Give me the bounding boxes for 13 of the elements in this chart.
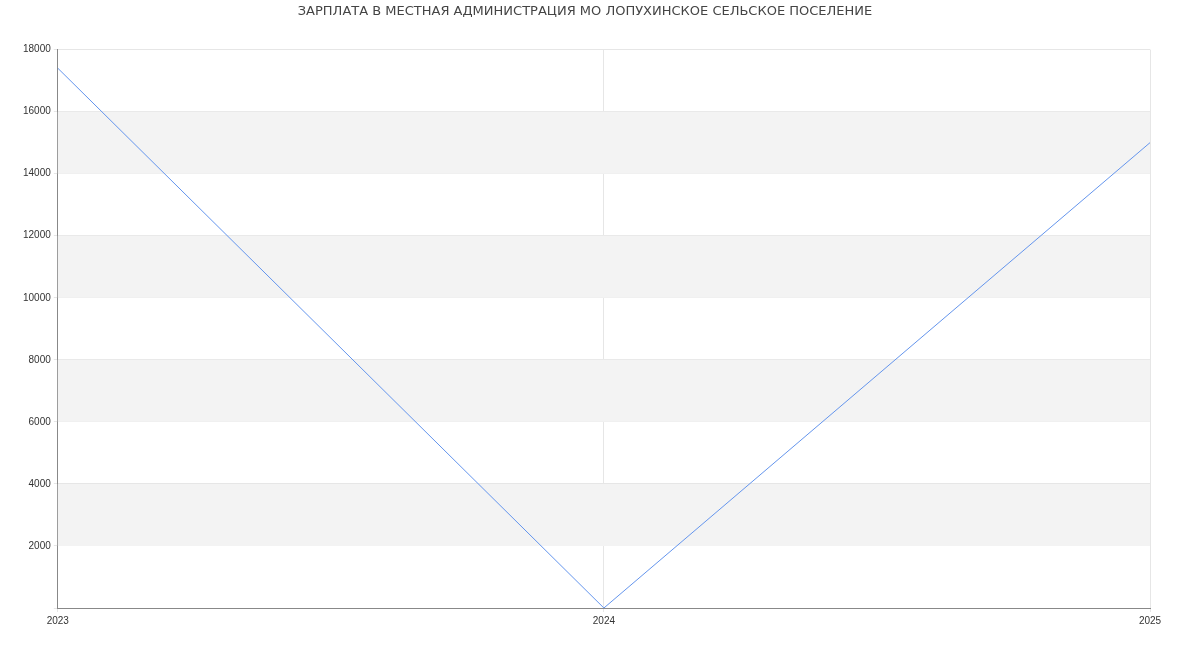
y-tick-label: 18000 <box>23 43 52 55</box>
y-tick-label: 6000 <box>28 415 52 427</box>
x-tick-label: 2024 <box>592 614 616 626</box>
x-tick-label: 2023 <box>46 614 70 626</box>
y-tick-label: 8000 <box>28 353 52 365</box>
y-tick-label: 12000 <box>23 229 52 241</box>
chart-title: ЗАРПЛАТА В МЕСТНАЯ АДМИНИСТРАЦИЯ МО ЛОПУХИНСКОЕ СЕЛЬСКОЕ ПОСЕЛЕНИЕ <box>297 3 873 19</box>
x-tick-label: 2025 <box>1138 614 1162 626</box>
y-tick-label: 2000 <box>28 539 52 551</box>
y-tick-label: 14000 <box>23 167 52 179</box>
y-tick-label: 16000 <box>23 105 52 117</box>
y-tick-label: 4000 <box>28 477 52 489</box>
y-tick-label: 10000 <box>23 291 52 303</box>
